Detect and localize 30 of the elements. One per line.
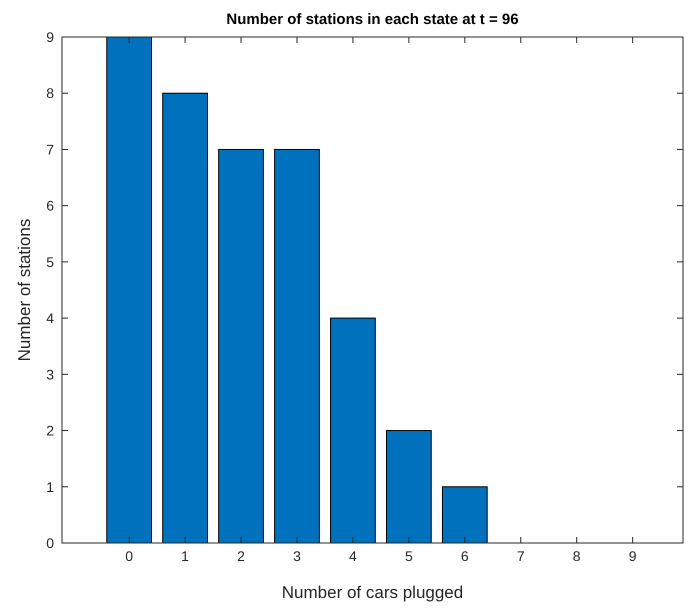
x-tick-label: 9	[628, 548, 637, 564]
bar	[218, 148, 264, 544]
bar	[106, 36, 152, 544]
bar	[162, 92, 208, 544]
y-tick-label: 6	[46, 198, 54, 214]
bar	[386, 430, 432, 544]
x-tick-label: 8	[572, 548, 581, 564]
y-tick-label: 7	[46, 141, 54, 158]
y-tick-label: 9	[46, 29, 54, 45]
x-tick-label: 3	[293, 548, 302, 564]
x-tick-label: 0	[125, 548, 134, 564]
y-tick-label: 1	[46, 478, 54, 495]
x-tick-label: 4	[349, 548, 358, 564]
bar	[330, 318, 376, 544]
y-tick-label: 2	[46, 422, 54, 439]
x-tick-label: 6	[460, 548, 469, 564]
x-tick-label: 7	[516, 548, 525, 564]
bar	[274, 148, 320, 544]
x-tick-label: 2	[237, 548, 246, 564]
y-tick-label: 3	[46, 366, 54, 382]
y-tick-label: 4	[46, 310, 54, 326]
y-tick-label: 0	[46, 535, 54, 551]
bar	[442, 486, 488, 544]
y-tick-label: 8	[46, 85, 54, 102]
y-tick-label: 5	[46, 254, 54, 270]
x-axis-title: Number of cars plugged	[282, 583, 464, 602]
chart-title: Number of stations in each state at t = 96	[226, 11, 519, 28]
x-tick-label: 1	[181, 548, 190, 564]
y-axis-title: Number of stations	[15, 218, 34, 362]
x-tick-label: 5	[404, 548, 413, 564]
